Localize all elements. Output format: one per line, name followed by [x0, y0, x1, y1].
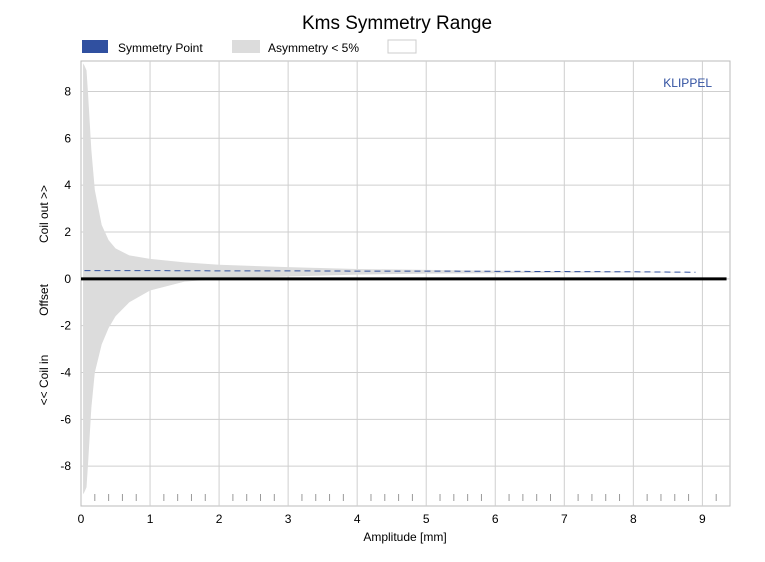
y-tick-label: -6: [60, 412, 71, 426]
legend-label-symmetry-point: Symmetry Point: [118, 41, 203, 55]
legend-label-asymmetry: Asymmetry < 5%: [268, 41, 359, 55]
x-tick-label: 8: [630, 512, 637, 526]
legend-swatch-asymmetry: [232, 40, 260, 53]
y-tick-label: 0: [64, 272, 71, 286]
y-tick-labels: -8 -6 -4 -2 0 2 4 6 8: [60, 84, 71, 473]
y-axis-label-coil-in: << Coil in: [37, 355, 51, 406]
x-tick-label: 5: [423, 512, 430, 526]
y-tick-label: -4: [60, 366, 71, 380]
y-axis-label-offset: Offset: [37, 283, 51, 315]
symmetry-point-line: [84, 270, 696, 273]
x-tick-label: 7: [561, 512, 568, 526]
y-tick-label: 8: [64, 84, 71, 98]
y-tick-label: 6: [64, 131, 71, 145]
y-tick-label: -8: [60, 459, 71, 473]
y-axis-label: Coil out >> Offset << Coil in: [37, 185, 51, 405]
y-tick-label: -2: [60, 319, 71, 333]
x-tick-label: 0: [78, 512, 85, 526]
klippel-watermark: KLIPPEL: [663, 76, 712, 90]
y-axis-label-coil-out: Coil out >>: [37, 185, 51, 243]
minor-ticks: [94, 494, 717, 501]
x-tick-label: 4: [354, 512, 361, 526]
x-axis-label: Amplitude [mm]: [363, 530, 446, 544]
chart-title: Kms Symmetry Range: [302, 13, 492, 34]
series-layer: [81, 63, 727, 495]
legend-swatch-symmetry-point: [82, 40, 108, 53]
y-tick-label: 4: [64, 178, 71, 192]
x-tick-label: 3: [285, 512, 292, 526]
x-tick-label: 6: [492, 512, 499, 526]
x-tick-label: 9: [699, 512, 706, 526]
x-tick-label: 1: [147, 512, 154, 526]
y-tick-label: 2: [64, 225, 71, 239]
plot-frame: [80, 60, 731, 507]
x-tick-labels: 0 1 2 3 4 5 6 7 8 9: [78, 512, 706, 526]
legend-swatch-empty: [387, 39, 417, 54]
legend: Symmetry Point Asymmetry < 5%: [82, 39, 417, 55]
x-tick-label: 2: [216, 512, 223, 526]
